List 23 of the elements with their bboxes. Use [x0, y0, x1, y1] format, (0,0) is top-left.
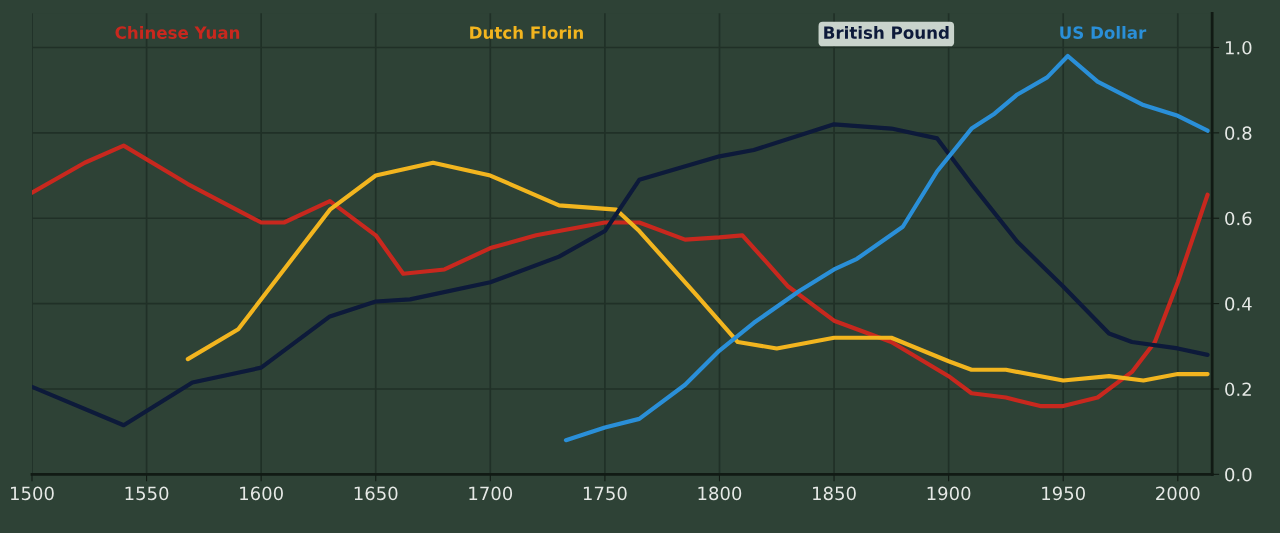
x-tick-label: 1850	[813, 486, 856, 501]
x-tick-label: 1950	[1042, 486, 1085, 501]
text: British Pound	[824, 26, 949, 39]
line-series	[185, 160, 1210, 383]
y-tick-label: 0.0	[1225, 467, 1252, 482]
line-series	[563, 53, 1210, 443]
x-tick-label: 1750	[583, 486, 627, 501]
y-tick-label: 0.8	[1225, 126, 1252, 140]
text: Dutch Florin	[470, 26, 583, 39]
y-tick-label: 0.6	[1225, 211, 1252, 226]
x-tick-label: 1700	[469, 486, 513, 501]
text: Chinese Yuan	[115, 26, 240, 39]
x-tick-label: 1600	[240, 486, 283, 501]
x-tick-label: 1500	[11, 486, 54, 501]
x-tick-label: 2000	[1156, 486, 1200, 501]
x-tick-label: 1550	[125, 486, 169, 501]
y-tick-label: 0.2	[1225, 382, 1251, 397]
y-tick-label: 1.0	[1225, 40, 1252, 55]
x-tick-label: 1800	[698, 486, 742, 501]
y-tick-label: 0.4	[1225, 297, 1252, 311]
series-label: US Dollar	[1060, 26, 1147, 39]
x-tick-label: 1900	[927, 486, 971, 501]
x-tick-label: 1650	[354, 486, 398, 501]
